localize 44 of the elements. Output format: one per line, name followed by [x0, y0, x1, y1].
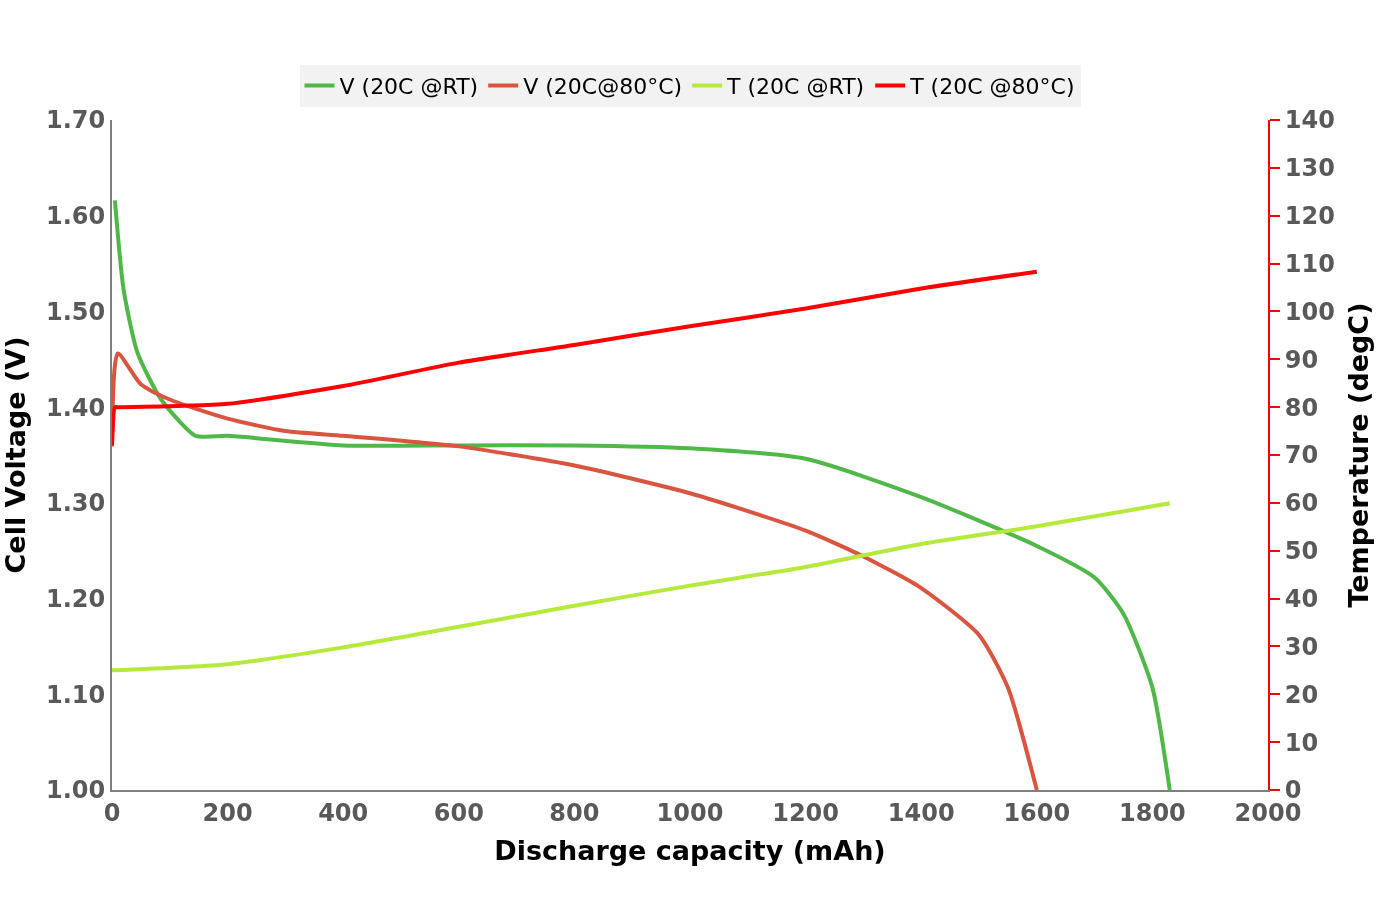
- legend-label: T (20C @80°C): [909, 73, 1075, 99]
- y2-tick-label: 20: [1284, 680, 1319, 709]
- x-tick-label: 800: [549, 798, 600, 827]
- y-tick-label: 1.30: [45, 489, 106, 518]
- y2-tick-label: 120: [1284, 202, 1335, 231]
- line-series: [112, 269, 1039, 448]
- legend-label: V (20C @RT): [339, 73, 479, 99]
- y2-tick-label: 80: [1284, 393, 1319, 422]
- y-tick-label: 1.00: [45, 776, 106, 805]
- x-tick-label: 1000: [656, 798, 724, 827]
- x-tick-label: 1400: [887, 798, 955, 827]
- y2-tick-label: 10: [1284, 728, 1319, 757]
- line-series: [112, 198, 1172, 790]
- y2-tick-label: 100: [1284, 297, 1335, 326]
- x-tick-label: 1800: [1119, 798, 1186, 827]
- x-tick-label: 0: [103, 798, 121, 827]
- y2-tick-label: 30: [1284, 632, 1319, 661]
- line-series: [112, 501, 1172, 673]
- x-tick-label: 1600: [1003, 798, 1071, 827]
- x-tick-label: 200: [202, 798, 253, 827]
- line-series: [112, 351, 1039, 790]
- x-tick-label: 2000: [1234, 798, 1302, 827]
- legend-label: T (20C @RT): [726, 73, 865, 99]
- y2-tick-label: 130: [1284, 154, 1335, 183]
- y-tick-label: 1.60: [45, 202, 106, 231]
- y2-tick-label: 60: [1284, 489, 1319, 518]
- x-tick-label: 400: [318, 798, 369, 827]
- y-tick-label: 1.20: [45, 584, 106, 613]
- legend-label: V (20C@80°C): [523, 73, 683, 99]
- y-tick-label: 1.40: [45, 393, 106, 422]
- y-tick-label: 1.50: [45, 297, 106, 326]
- y2-tick-label: 110: [1284, 249, 1335, 278]
- x-tick-label: 600: [433, 798, 484, 827]
- y2-tick-label: 140: [1284, 106, 1335, 135]
- y-tick-label: 1.70: [45, 106, 106, 135]
- x-tick-label: 1200: [772, 798, 839, 827]
- y-axis-title: Cell Voltage (V): [0, 336, 31, 574]
- y2-tick-label: 50: [1284, 537, 1319, 566]
- y2-tick-label: 90: [1284, 345, 1319, 374]
- y2-axis-title: Temperature (degC): [1342, 302, 1374, 608]
- x-axis-title: Discharge capacity (mAh): [494, 834, 886, 866]
- y2-tick-label: 70: [1284, 441, 1319, 470]
- y-tick-label: 1.10: [45, 680, 106, 709]
- y2-tick-label: 40: [1284, 584, 1319, 613]
